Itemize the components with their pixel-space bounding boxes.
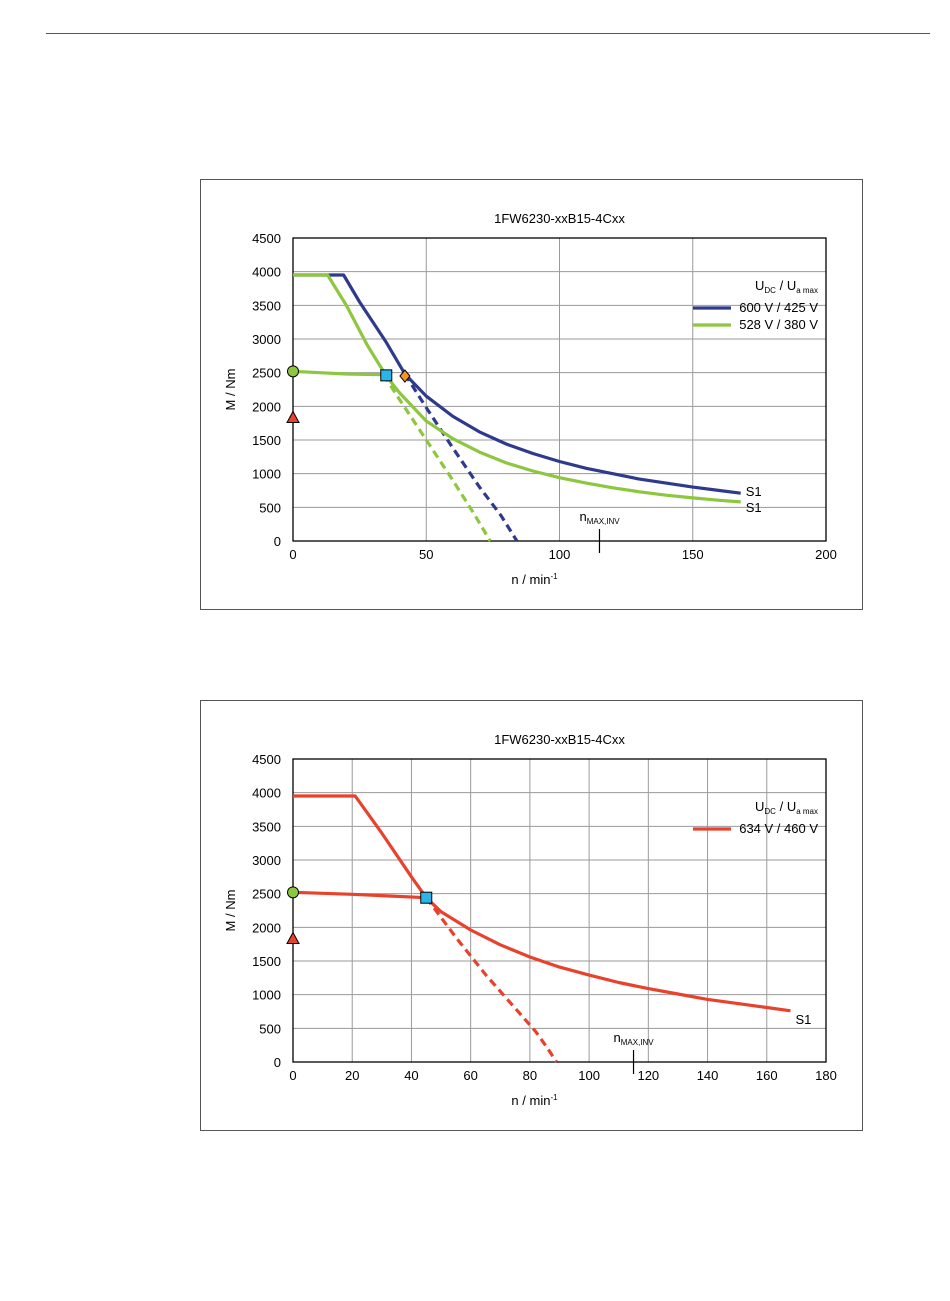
x-tick-label: 20 <box>345 1068 359 1083</box>
y-tick-label: 500 <box>259 1021 281 1036</box>
plot-area-border <box>292 237 827 542</box>
x-tick-label: 0 <box>289 1068 296 1083</box>
nmax-inv-label-main: n <box>579 509 586 524</box>
legend-header-sub-2: a max <box>796 286 818 295</box>
series-line-1 <box>293 273 741 504</box>
series-end-label: S1 <box>746 500 762 515</box>
chart-frame-1: 1FW6230-xxB15-4Cxx 0 50 100 150 200 0 500 1000 15… <box>200 179 863 610</box>
y-tick-label: 2000 <box>252 920 281 935</box>
x-tick-label: 60 <box>463 1068 477 1083</box>
y-tick-label: 3000 <box>252 332 281 347</box>
series-line-0 <box>293 273 741 495</box>
x-tick-label: 50 <box>419 547 433 562</box>
marker-triangle <box>286 410 300 423</box>
nmax-inv-label-sub: MAX,INV <box>621 1038 655 1047</box>
chart-title: 1FW6230-xxB15-4Cxx <box>494 732 625 747</box>
x-tick-label: 120 <box>637 1068 659 1083</box>
chart-frame-2: 1FW6230-xxB15-4Cxx 0 20 40 60 80 100 120 140 160 1… <box>200 700 863 1131</box>
marker-square <box>380 369 393 382</box>
series-end-label: S1 <box>746 484 762 499</box>
legend-header-main-2: U <box>787 799 796 814</box>
marker-diamond <box>399 369 411 383</box>
x-tick-label: 160 <box>756 1068 778 1083</box>
y-tick-label: 3500 <box>252 298 281 313</box>
chart-title: 1FW6230-xxB15-4Cxx <box>494 211 625 226</box>
x-axis-label-sup: -1 <box>550 1093 558 1102</box>
y-tick-label: 1000 <box>252 988 281 1003</box>
legend-header-separator: / <box>776 278 787 293</box>
torque-speed-chart-2: 1FW6230-xxB15-4Cxx 0 20 40 60 80 100 120 140 160 1… <box>223 732 837 1108</box>
legend-header-main-1: U <box>755 799 764 814</box>
y-axis-label: M / Nm <box>223 369 238 411</box>
x-axis-label-main: n / min <box>511 1093 550 1108</box>
x-axis-label: n / min-1 <box>511 1093 558 1108</box>
marker-triangle <box>286 931 300 944</box>
legend-header: UDC / Ua max <box>755 799 818 816</box>
legend-header-sub-1: DC <box>764 807 776 816</box>
y-tick-label: 2000 <box>252 399 281 414</box>
y-tick-label: 3000 <box>252 853 281 868</box>
x-tick-label: 40 <box>404 1068 418 1083</box>
series-dashed-line-1 <box>382 373 492 542</box>
nmax-inv-label: nMAX,INV <box>579 509 620 526</box>
x-axis-label: n / min-1 <box>511 572 558 587</box>
x-tick-label: 100 <box>549 547 571 562</box>
marker-circle <box>287 365 299 378</box>
marker-square <box>420 891 433 904</box>
y-tick-label: 3500 <box>252 819 281 834</box>
x-tick-label: 180 <box>815 1068 837 1083</box>
series-dashed-line-0 <box>403 373 519 542</box>
nmax-inv-label: nMAX,INV <box>614 1030 655 1047</box>
legend-label-1: 528 V / 380 V <box>739 317 818 332</box>
y-tick-label: 0 <box>274 1055 281 1070</box>
series-end-label: S1 <box>795 1012 811 1027</box>
legend-header-sub-1: DC <box>764 286 776 295</box>
x-tick-label: 100 <box>578 1068 600 1083</box>
y-tick-label: 2500 <box>252 887 281 902</box>
y-tick-label: 4500 <box>252 752 281 767</box>
y-tick-label: 1000 <box>252 467 281 482</box>
series-lower-line-0 <box>292 890 427 900</box>
legend-header-sub-2: a max <box>796 807 818 816</box>
x-axis-label-main: n / min <box>511 572 550 587</box>
y-tick-label: 2500 <box>252 366 281 381</box>
page-top-rule <box>46 33 930 34</box>
legend-label-0: 634 V / 460 V <box>739 821 818 836</box>
y-tick-label: 1500 <box>252 433 281 448</box>
y-tick-label: 500 <box>259 500 281 515</box>
series-dashed-line-0 <box>425 896 558 1063</box>
plot-area-border <box>292 758 827 1063</box>
y-tick-label: 1500 <box>252 954 281 969</box>
x-axis-label-sup: -1 <box>550 572 558 581</box>
y-tick-label: 4000 <box>252 786 281 801</box>
y-tick-label: 0 <box>274 534 281 549</box>
x-tick-label: 150 <box>682 547 704 562</box>
x-tick-label: 0 <box>289 547 296 562</box>
x-tick-label: 200 <box>815 547 837 562</box>
legend-header-main-1: U <box>755 278 764 293</box>
marker-circle <box>287 886 299 899</box>
legend-header-main-2: U <box>787 278 796 293</box>
series-lower-line-1 <box>292 369 384 377</box>
nmax-inv-label-main: n <box>614 1030 621 1045</box>
legend-header: UDC / Ua max <box>755 278 818 295</box>
x-tick-label: 80 <box>523 1068 537 1083</box>
series-line-0 <box>293 794 791 1013</box>
legend-header-separator: / <box>776 799 787 814</box>
nmax-inv-label-sub: MAX,INV <box>587 517 621 526</box>
legend-label-0: 600 V / 425 V <box>739 300 818 315</box>
y-axis-label: M / Nm <box>223 890 238 932</box>
y-tick-label: 4500 <box>252 231 281 246</box>
x-tick-label: 140 <box>697 1068 719 1083</box>
y-tick-label: 4000 <box>252 265 281 280</box>
